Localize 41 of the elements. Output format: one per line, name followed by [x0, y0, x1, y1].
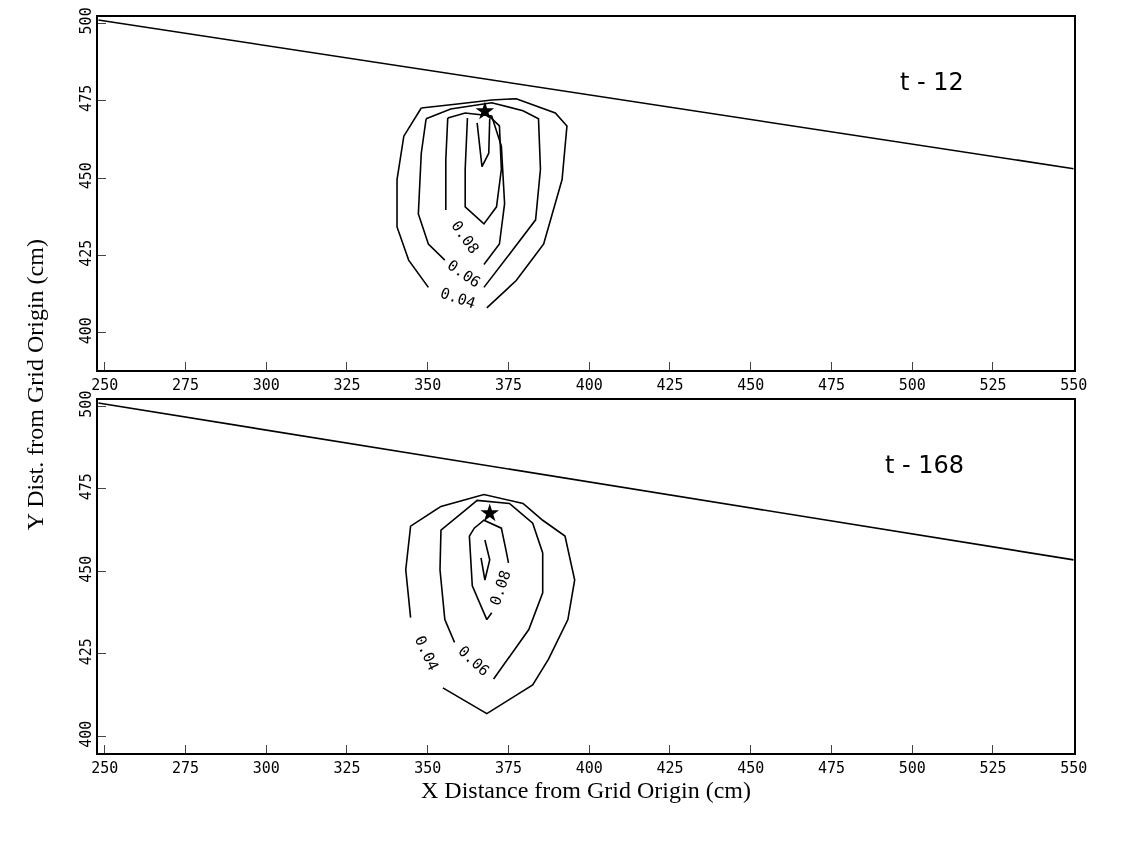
x-tick-label: 375: [494, 375, 523, 394]
x-tick-label: 550: [1060, 758, 1088, 777]
x-tick-label: 325: [333, 375, 361, 394]
y-tick-label: 400: [76, 720, 95, 748]
x-tick-label: 275: [171, 375, 200, 394]
x-tick-label: 375: [494, 758, 523, 777]
x-tick-label: 250: [91, 375, 119, 394]
text: 0.08: [485, 567, 515, 608]
x-tick-label: 250: [91, 758, 119, 777]
y-tick-label: 400: [76, 317, 95, 345]
y-tick-label: 475: [76, 473, 95, 501]
x-tick-label: 350: [414, 375, 442, 394]
x-tick-label: 500: [898, 758, 926, 777]
x-tick-label: 475: [817, 375, 846, 394]
y-tick-label: 450: [76, 555, 95, 583]
y-tick-label: 425: [76, 239, 95, 267]
x-tick-label: 475: [817, 758, 846, 777]
x-tick-label: 450: [737, 758, 765, 777]
x-tick-label: 400: [575, 375, 603, 394]
x-tick-label: 425: [656, 758, 684, 777]
x-axis-title: X Distance from Grid Origin (cm): [421, 776, 751, 803]
x-tick-label: 400: [575, 758, 603, 777]
text: 0.04: [410, 632, 443, 674]
annotation: t - 12: [900, 68, 964, 96]
x-tick-label: 300: [252, 758, 280, 777]
x-tick-label: 275: [171, 758, 200, 777]
y-tick-label: 500: [76, 7, 95, 35]
x-tick-label: 525: [979, 375, 1007, 394]
y-axis-title: Y Dist. from Grid Origin (cm): [22, 239, 49, 531]
annotation: t - 168: [885, 451, 965, 479]
x-tick-label: 525: [979, 758, 1007, 777]
x-tick-label: 325: [333, 758, 361, 777]
x-tick-label: 450: [737, 375, 765, 394]
y-tick-label: 475: [76, 84, 95, 112]
y-tick-label: 450: [76, 162, 95, 190]
x-tick-label: 550: [1060, 375, 1088, 394]
x-tick-label: 425: [656, 375, 684, 394]
y-tick-label: 425: [76, 638, 95, 666]
x-tick-label: 500: [898, 375, 926, 394]
x-tick-label: 350: [414, 758, 442, 777]
x-tick-label: 300: [252, 375, 280, 394]
